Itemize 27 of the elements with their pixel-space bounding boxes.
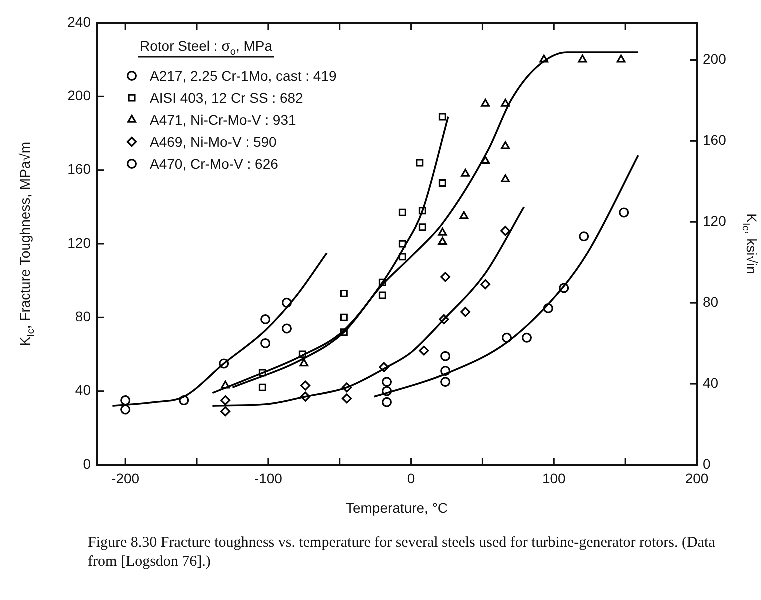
- x-tick-label: 0: [407, 470, 416, 486]
- y-tick-label: 0: [83, 456, 92, 472]
- y2-tick-label: 40: [703, 374, 719, 391]
- y2-tick-label: 120: [703, 213, 727, 229]
- x-tick-label: -100: [254, 470, 283, 486]
- y-tick-label: 200: [68, 88, 92, 104]
- y-tick-label: 120: [68, 234, 92, 251]
- x-tick-label: -200: [112, 470, 140, 486]
- legend-label: AISI 403, 12 Cr SS : 682: [150, 90, 304, 106]
- y-tick-label: 240: [68, 14, 92, 30]
- legend-label: A471, Ni-Cr-Mo-V : 931: [150, 112, 296, 128]
- y-tick-label: 160: [68, 161, 92, 178]
- x-tick-label: 200: [685, 470, 709, 486]
- y2-tick-label: 200: [703, 51, 727, 68]
- legend-label: A217, 2.25 Cr-1Mo, cast : 419: [150, 68, 337, 84]
- legend-label: A470, Cr-Mo-V : 626: [150, 156, 279, 172]
- x-tick-label: 100: [542, 470, 566, 486]
- y2-tick-label: 80: [703, 294, 719, 310]
- legend-label: A469, Ni-Mo-V : 590: [150, 134, 278, 150]
- y-tick-label: 40: [75, 382, 92, 398]
- y-tick-label: 80: [75, 308, 92, 325]
- y2-tick-label: 0: [703, 456, 711, 472]
- y2-axis-title: KIc, ksi√in: [740, 214, 760, 274]
- caption: Figure 8.30 Fracture toughness vs. temperature for several steels used for turbine-generator rotors. (Data from [Logsdon 76].): [88, 534, 716, 572]
- y2-tick-label: 160: [703, 132, 727, 148]
- x-axis-title: Temperature, °C: [346, 500, 448, 516]
- y-axis-title: KIc, Fracture Toughness, MPa√m: [17, 142, 38, 346]
